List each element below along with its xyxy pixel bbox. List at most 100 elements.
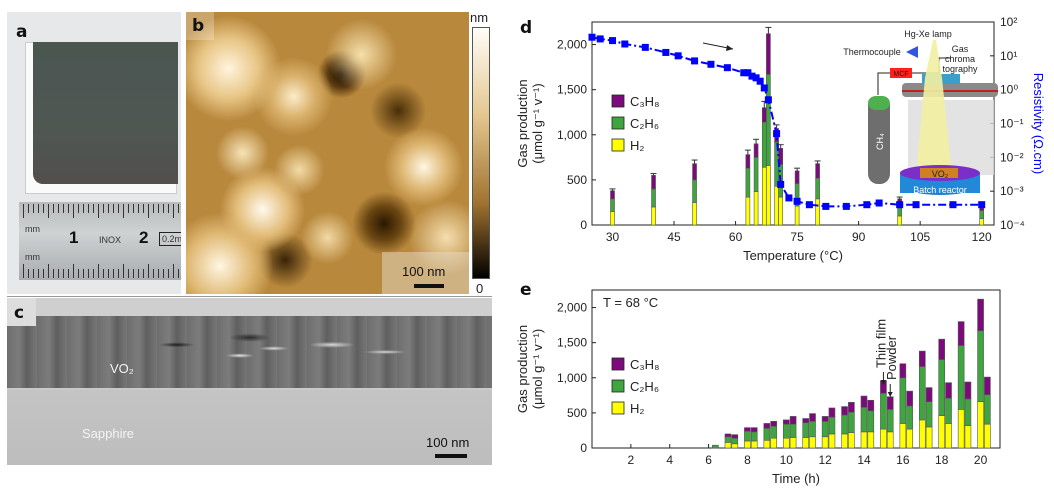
- legend-label-c3h8: C₃H₈: [630, 94, 659, 109]
- ruler-tick: [48, 264, 49, 278]
- bar-segment-c2h6: [899, 377, 907, 424]
- bar-segment-c2h6: [925, 401, 933, 428]
- ruler-tick: [98, 264, 99, 278]
- ruler-tick: [163, 269, 164, 278]
- ruler-tick: [68, 269, 69, 278]
- bar-segment-c2h6: [938, 359, 946, 416]
- resistivity-point: [912, 201, 920, 209]
- ruler-brand: INOX: [99, 235, 122, 245]
- ruler-tick: [33, 204, 34, 213]
- bar-segment-c3h8: [828, 407, 836, 418]
- bar-segment-c3h8: [906, 390, 913, 407]
- legend-swatch-h2: [611, 138, 625, 152]
- bar-segment-c2h6: [964, 398, 972, 426]
- ruler-tick: [148, 264, 149, 278]
- ruler-tick: [173, 264, 174, 278]
- resistivity-point: [777, 180, 785, 188]
- y-axis-unit: (μmol g⁻¹ v⁻¹): [530, 329, 545, 409]
- resistivity-point: [756, 77, 764, 85]
- bar-segment-c2h6: [821, 421, 829, 438]
- resistivity-point: [760, 84, 768, 92]
- x-tick-label: 6: [705, 453, 712, 467]
- resistivity-point: [785, 194, 793, 202]
- ruler-mark-1: 1: [69, 228, 79, 247]
- ruler-tick: [53, 269, 54, 278]
- y-tick-label: 500: [567, 406, 587, 420]
- resistivity-point: [805, 201, 813, 209]
- ruler-tick: [118, 269, 119, 278]
- y-tick-label: 0: [580, 441, 587, 455]
- ruler-tick: [118, 204, 119, 213]
- ruler-tick: [28, 204, 29, 213]
- x-tick-label: 14: [857, 453, 871, 467]
- ruler-precision: 0.2m: [159, 232, 181, 246]
- bar-segment-c3h8: [957, 321, 965, 346]
- resistivity-point: [793, 197, 801, 205]
- y-tick-label: 0: [580, 218, 587, 232]
- y2-tick-label: 10⁰: [1000, 83, 1018, 97]
- ruler-tick: [93, 204, 94, 213]
- ruler-tick: [128, 204, 129, 213]
- x-tick-label: 30: [606, 230, 620, 244]
- afm-scalebar: [414, 284, 444, 288]
- ruler-mark-2: 2: [139, 228, 149, 247]
- ruler-tick: [148, 204, 149, 218]
- ruler-tick: [43, 269, 44, 278]
- x-tick-label: 60: [729, 230, 743, 244]
- light-cone: [916, 40, 952, 175]
- ruler-tick: [158, 269, 159, 278]
- bar-segment-c2h6: [763, 428, 771, 441]
- afm-scalebar-label: 100 nm: [402, 264, 446, 279]
- ruler-tick: [143, 204, 144, 213]
- bar-segment-c2h6: [731, 437, 739, 445]
- inset-label-reactor: Batch reactor: [913, 185, 967, 195]
- ruler-tick: [43, 204, 44, 213]
- marker-label: Thin film: [873, 319, 888, 368]
- ruler-unit-top: mm: [25, 224, 40, 234]
- bar-segment-c2h6: [880, 392, 887, 430]
- vo2-layer: [7, 316, 492, 388]
- inset-label-thermocouple: Thermocouple: [843, 47, 901, 57]
- bar-segment-c2h6: [724, 436, 732, 443]
- bar-segment-c2h6: [918, 366, 926, 421]
- bar-segment-h2: [802, 437, 810, 449]
- bar-segment-h2: [957, 409, 965, 449]
- x-tick-label: 120: [972, 230, 992, 244]
- resistivity-point: [621, 40, 629, 48]
- x-axis-label: Time (h): [772, 471, 820, 486]
- ruler-tick: [78, 269, 79, 278]
- bar-segment-c2h6: [867, 410, 875, 433]
- resistivity-point: [842, 202, 850, 210]
- resistivity-point: [744, 69, 752, 77]
- x-tick-label: 12: [818, 453, 832, 467]
- ruler-tick: [123, 204, 124, 218]
- ruler-tick: [83, 269, 84, 278]
- resistivity-point: [773, 130, 781, 138]
- tem-scalebar-label: 100 nm: [426, 435, 470, 450]
- bar-segment-c2h6: [744, 430, 751, 442]
- bar-segment-c3h8: [925, 387, 933, 402]
- bar-segment-c3h8: [782, 419, 790, 425]
- bar-segment-c3h8: [918, 350, 926, 367]
- bar-segment-c2h6: [828, 416, 836, 435]
- x-axis-label: Temperature (°C): [743, 248, 843, 263]
- inset-label-gc: Gas: [952, 44, 969, 54]
- ruler-tick: [73, 204, 74, 218]
- bar-segment-h2: [906, 428, 913, 449]
- ruler: mm 1 INOX 2 0.2m mm: [19, 202, 181, 280]
- bar-segment-h2: [860, 431, 868, 449]
- ruler-tick: [23, 204, 24, 218]
- bar-segment-h2: [899, 423, 907, 449]
- x-tick-label: 75: [790, 230, 804, 244]
- y-tick-label: 2,000: [557, 38, 587, 52]
- sapphire-layer: [7, 390, 492, 465]
- resistivity-point: [596, 35, 604, 43]
- bar-segment-c2h6: [789, 423, 797, 438]
- bar-segment-h2: [782, 437, 790, 449]
- ruler-tick: [133, 269, 134, 278]
- y-tick-label: 1,500: [557, 83, 587, 97]
- bar-segment-c2h6: [848, 411, 855, 433]
- y-tick-label: 2,000: [557, 301, 587, 315]
- ruler-tick: [83, 204, 84, 213]
